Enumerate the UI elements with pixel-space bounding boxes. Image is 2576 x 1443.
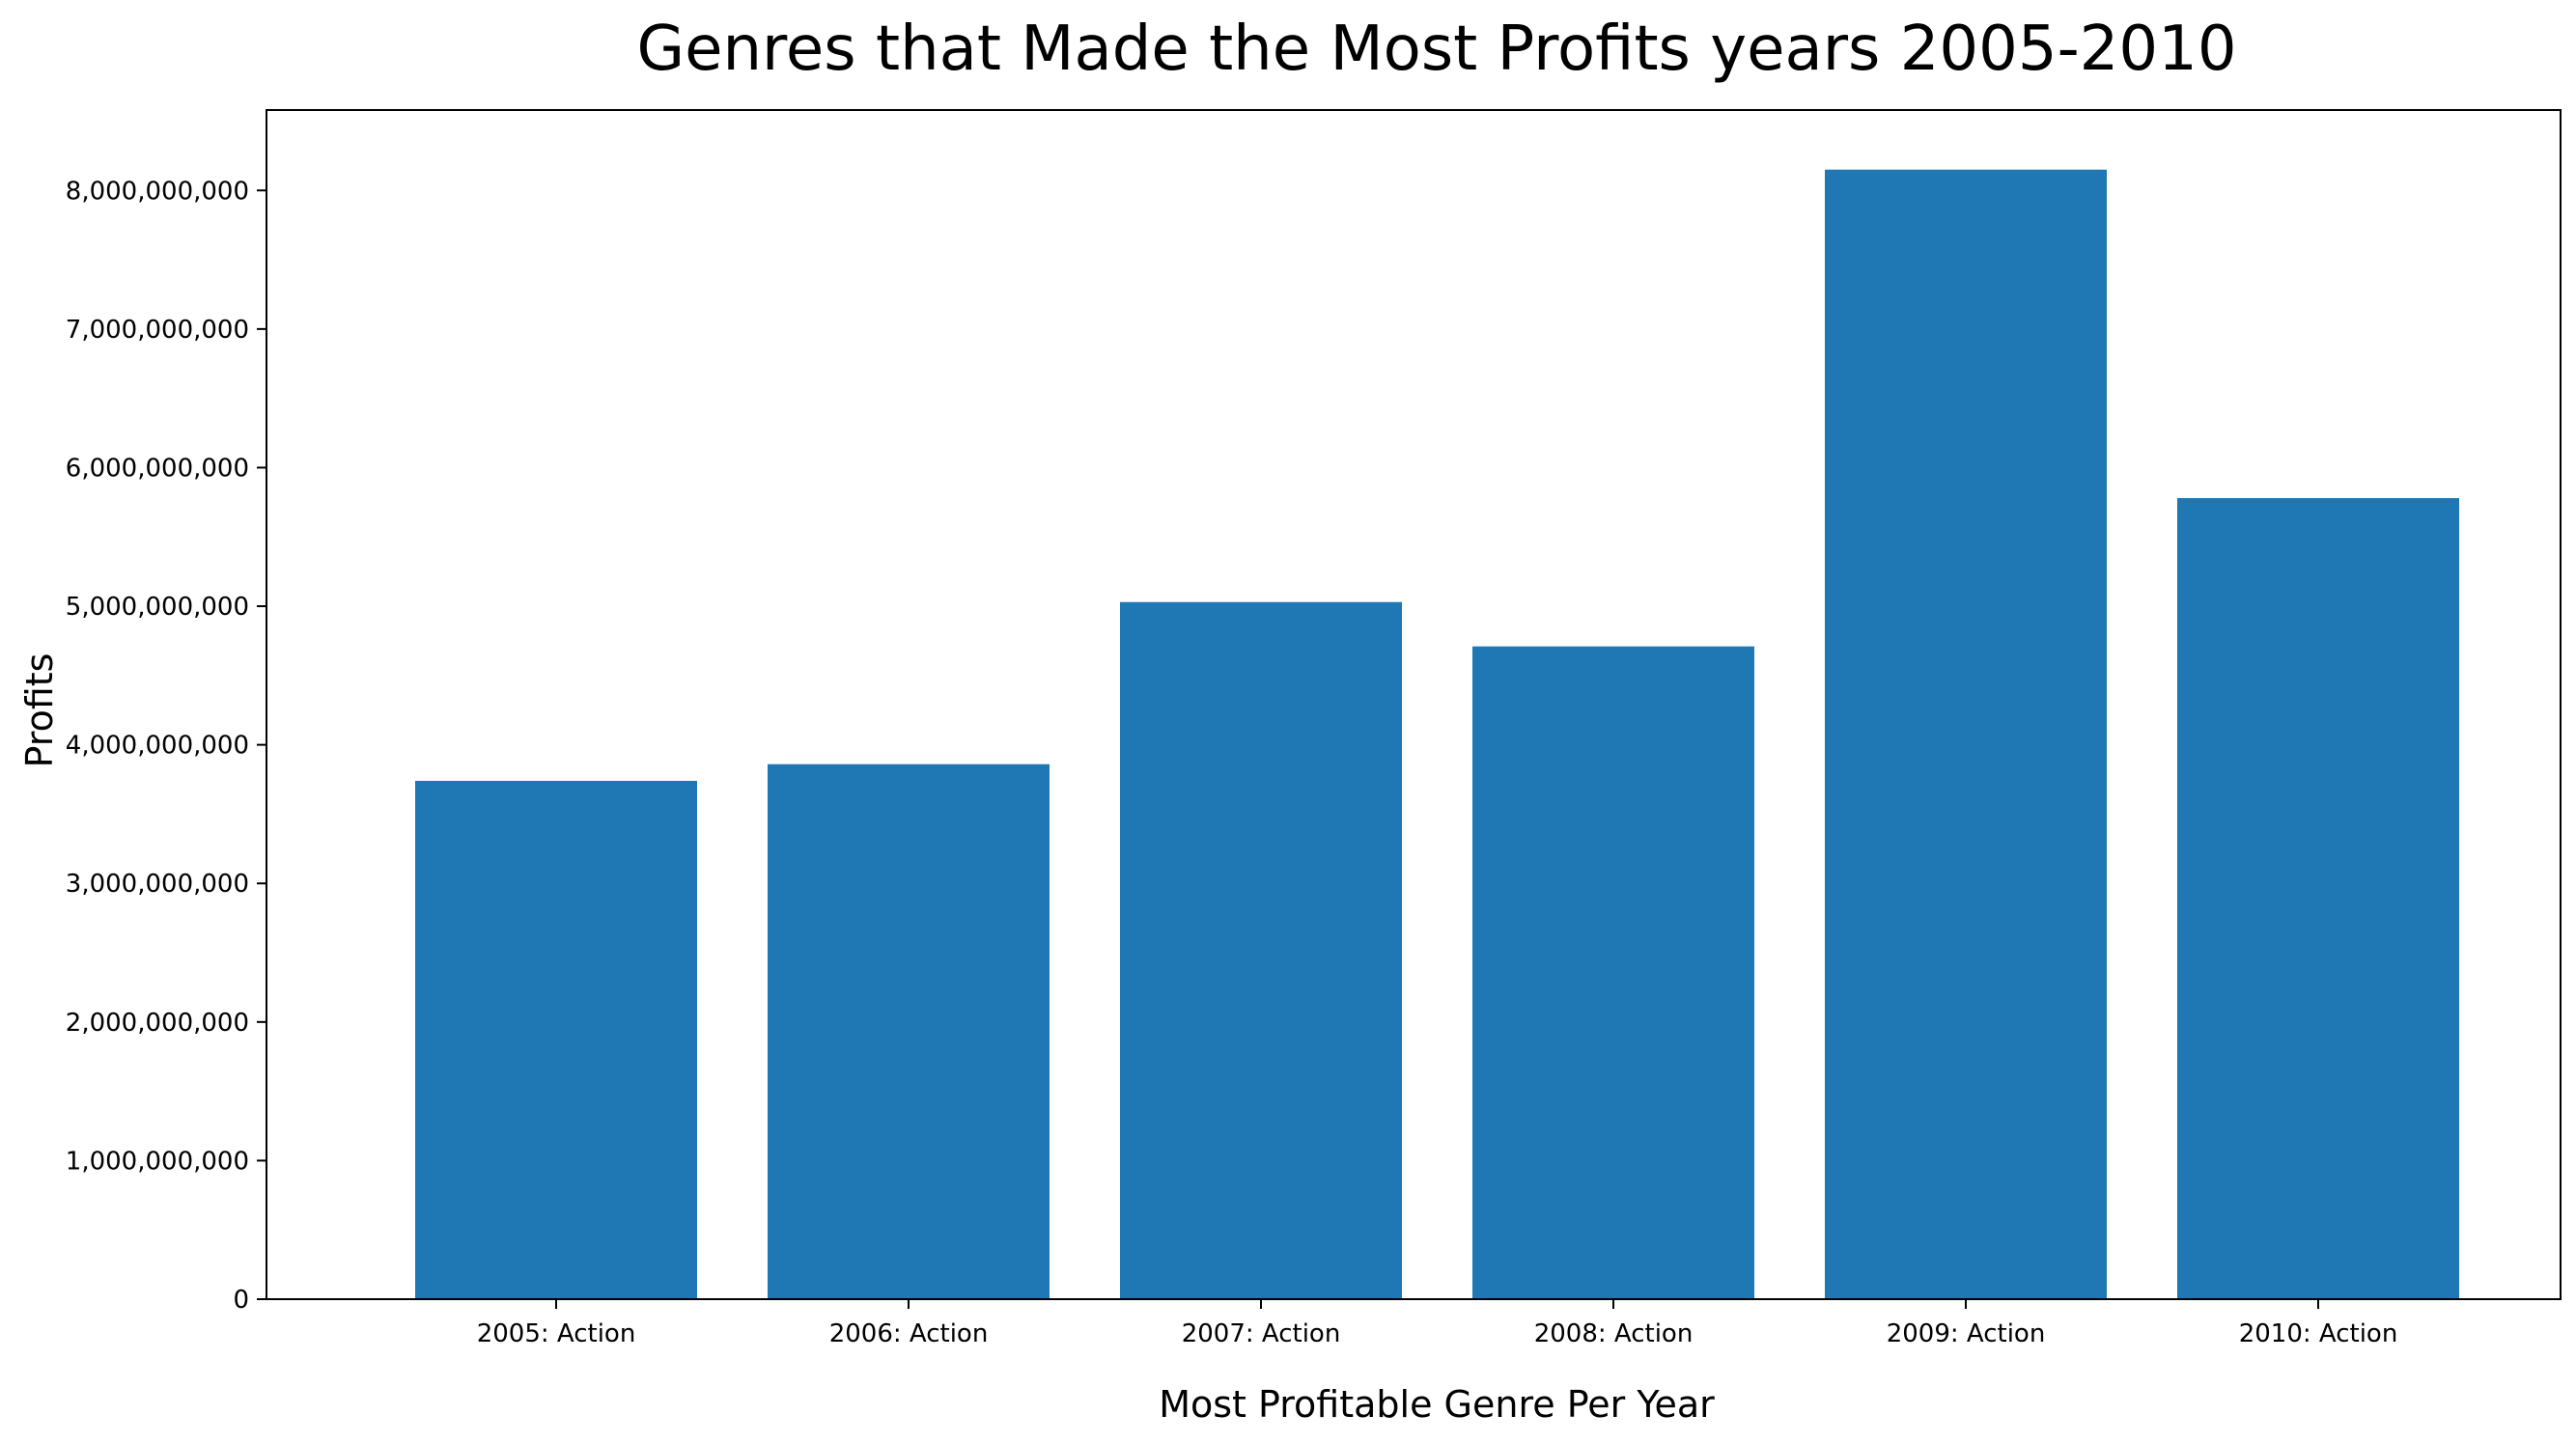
y-tick-label: 2,000,000,000 [66, 1009, 249, 1038]
y-tick-label: 4,000,000,000 [66, 732, 249, 761]
bar [1120, 601, 1402, 1299]
y-tick-label: 7,000,000,000 [66, 316, 249, 345]
y-tick-label: 6,000,000,000 [66, 454, 249, 483]
x-axis-ticks: 2005: Action 2006: Action 2007: Action 2008… [477, 1299, 2398, 1348]
chart-title: Genres that Made the Most Profits years … [636, 14, 2236, 85]
y-axis-label: Profits [18, 653, 61, 768]
y-tick-label: 1,000,000,000 [66, 1147, 249, 1176]
x-axis-label: Most Profitable Genre Per Year [1159, 1383, 1715, 1426]
bar [768, 763, 1050, 1299]
y-tick-label: 5,000,000,000 [66, 593, 249, 622]
x-tick-label: 2008: Action [1534, 1319, 1694, 1348]
y-tick-label: 8,000,000,000 [66, 177, 249, 206]
axes-frame [266, 109, 2562, 1300]
x-tick-label: 2010: Action [2239, 1319, 2398, 1348]
bar [2177, 498, 2459, 1299]
x-tick-label: 2005: Action [477, 1319, 636, 1348]
x-tick-label: 2009: Action [1887, 1319, 2046, 1348]
bar [1825, 169, 2107, 1299]
bar-series [415, 169, 2459, 1299]
y-tick-label: 3,000,000,000 [66, 870, 249, 899]
x-tick-label: 2006: Action [829, 1319, 989, 1348]
y-tick-label: 0 [233, 1286, 249, 1315]
bar [1472, 646, 1754, 1299]
y-axis-ticks: 0 1,000,000,000 2,000,000,000 3,000,000,000… [66, 177, 266, 1315]
x-tick-label: 2007: Action [1182, 1319, 1341, 1348]
bar [415, 780, 697, 1299]
